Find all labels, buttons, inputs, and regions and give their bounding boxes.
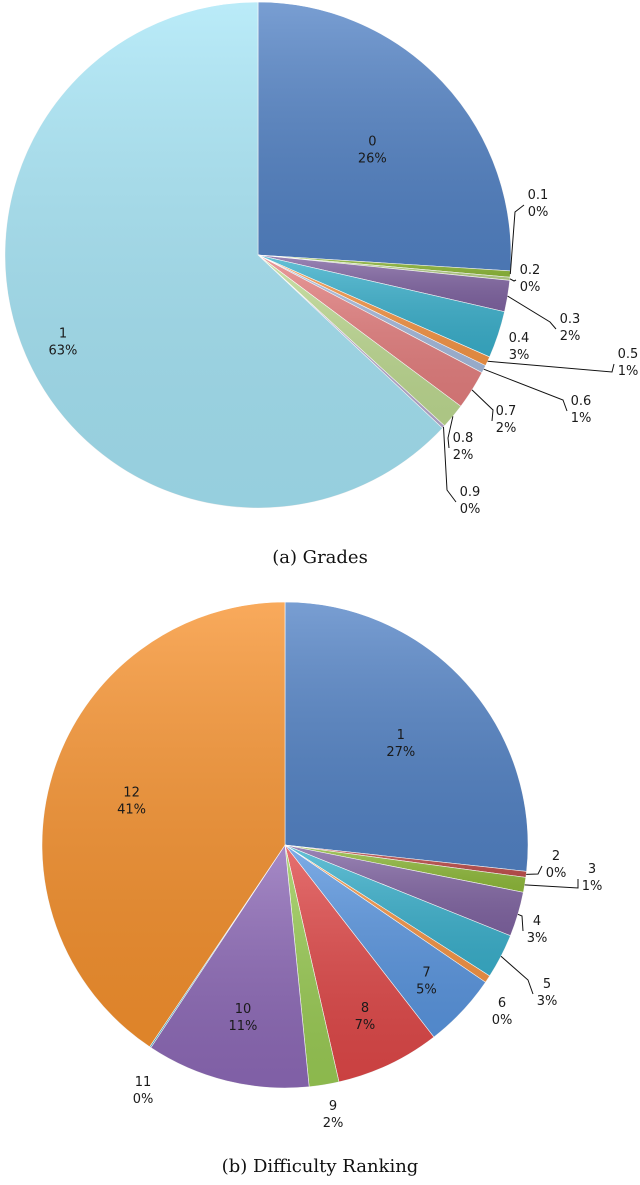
leader-line-0-9 — [443, 426, 457, 503]
slice-category-label: 5 — [543, 977, 551, 992]
leader-line-5 — [500, 955, 534, 995]
slice-percent-label: 0% — [546, 866, 567, 881]
leader-line-0-3 — [507, 295, 557, 330]
leader-line-0-6 — [483, 368, 568, 412]
slice-percent-label: 7% — [355, 1018, 376, 1033]
slice-category-label: 7 — [422, 965, 430, 980]
slice-category-label: 0.9 — [460, 485, 481, 500]
slice-percent-label: 2% — [496, 421, 517, 436]
slice-category-label: 0.4 — [509, 331, 530, 346]
slice-percent-label: 1% — [571, 411, 592, 426]
difficulty-ranking-pie-chart: 1 27% 2 0% 3 1% 4 3% 5 3% 6 0% 7 5% 8 7% 9 2% 10 11% 11 0% 12 4… — [41, 601, 603, 1131]
slice-percent-label: 2% — [323, 1116, 344, 1131]
slice-category-label: 9 — [329, 1099, 337, 1114]
leader-line-0-8 — [447, 416, 454, 449]
leader-line-0-2 — [509, 278, 517, 282]
slice-percent-label: 2% — [453, 448, 474, 463]
slice-percent-label: 3% — [509, 348, 530, 363]
slice-category-label: 0.6 — [571, 394, 592, 409]
slice-percent-label: 63% — [49, 343, 78, 358]
slice-percent-label: 11% — [229, 1019, 258, 1034]
slice-category-label: 4 — [533, 914, 541, 929]
slice-category-label: 11 — [135, 1075, 152, 1090]
slice-percent-label: 0% — [133, 1092, 154, 1107]
pie-slice-1 — [284, 601, 529, 872]
slice-category-label: 2 — [552, 849, 560, 864]
slice-percent-label: 0% — [460, 502, 481, 517]
slice-percent-label: 0% — [528, 205, 549, 220]
slice-category-label: 0.8 — [453, 431, 474, 446]
slice-category-label: 6 — [498, 996, 506, 1011]
slice-category-label: 10 — [235, 1002, 252, 1017]
slice-percent-label: 0% — [520, 280, 541, 295]
slice-percent-label: 26% — [358, 152, 387, 167]
slice-category-label: 0.5 — [618, 347, 639, 362]
leader-line-0-7 — [471, 389, 494, 422]
leader-line-4 — [517, 913, 524, 932]
slice-percent-label: 1% — [618, 364, 639, 379]
leader-line-3 — [524, 879, 579, 889]
slice-percent-label: 5% — [416, 982, 437, 997]
slice-percent-label: 3% — [527, 931, 548, 946]
slice-percent-label: 41% — [117, 802, 146, 817]
grades-pie-chart: 0 26% 0.1 0% 0.2 0% 0.3 2% 0.4 3% 0.5 1% 0.6 1% 0.7 2% 0… — [4, 1, 639, 517]
difficulty-ranking-caption: (b) Difficulty Ranking — [222, 1156, 419, 1177]
slice-category-label: 0 — [368, 135, 376, 150]
grades-caption: (a) Grades — [272, 547, 368, 568]
leader-line-0-1 — [509, 204, 525, 275]
slice-category-label: 8 — [361, 1001, 369, 1016]
slice-percent-label: 0% — [492, 1013, 513, 1028]
slice-percent-label: 1% — [582, 879, 603, 894]
slice-percent-label: 27% — [386, 745, 415, 760]
slice-percent-label: 2% — [560, 329, 581, 344]
slice-category-label: 0.7 — [496, 404, 517, 419]
slice-category-label: 0.3 — [560, 312, 581, 327]
slice-category-label: 1 — [397, 728, 405, 743]
slice-category-label: 12 — [123, 785, 140, 800]
leader-line-0-5 — [487, 360, 615, 373]
pie-slice-0 — [257, 1, 512, 272]
slice-category-label: 0.2 — [520, 263, 541, 278]
slice-percent-label: 3% — [537, 994, 558, 1009]
slice-category-label: 0.1 — [528, 188, 549, 203]
slice-category-label: 1 — [59, 326, 67, 341]
leader-line-2 — [526, 865, 543, 875]
slice-category-label: 3 — [588, 862, 596, 877]
